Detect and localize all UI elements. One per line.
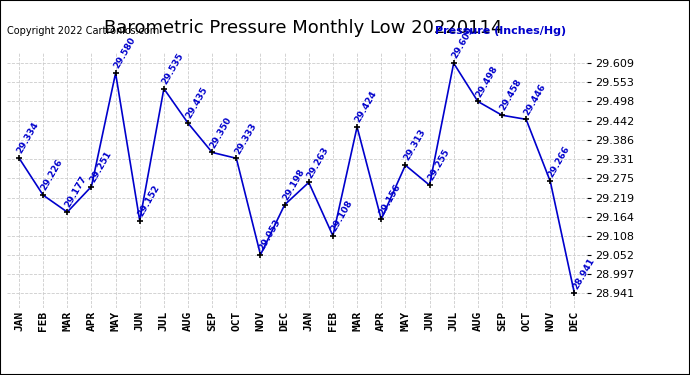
Text: 29.108: 29.108 [329,198,355,233]
Text: 29.446: 29.446 [522,82,548,117]
Text: 29.226: 29.226 [39,158,65,192]
Text: Copyright 2022 Cartronics.com: Copyright 2022 Cartronics.com [7,26,159,36]
Text: 29.152: 29.152 [136,183,161,218]
Text: 29.255: 29.255 [426,148,451,182]
Text: 29.053: 29.053 [257,217,282,252]
Text: 29.435: 29.435 [184,86,210,120]
Text: 29.535: 29.535 [160,51,186,86]
Text: 29.198: 29.198 [281,167,306,202]
Text: 29.334: 29.334 [15,120,41,155]
Text: 29.458: 29.458 [498,78,524,112]
Text: 29.177: 29.177 [63,174,89,209]
Text: 29.333: 29.333 [233,121,258,156]
Text: 29.251: 29.251 [88,149,113,184]
Text: 29.498: 29.498 [474,64,500,99]
Text: Pressure (Inches/Hg): Pressure (Inches/Hg) [435,26,566,36]
Text: 29.350: 29.350 [208,115,234,150]
Text: 29.266: 29.266 [546,144,572,178]
Text: 28.941: 28.941 [571,256,596,291]
Text: 29.580: 29.580 [112,36,137,70]
Text: 29.156: 29.156 [377,182,403,216]
Text: 29.313: 29.313 [402,128,427,162]
Text: 29.424: 29.424 [353,89,379,124]
Text: 29.263: 29.263 [305,145,331,180]
Text: 29.609: 29.609 [450,26,475,60]
Text: Barometric Pressure Monthly Low 20220114: Barometric Pressure Monthly Low 20220114 [104,19,503,37]
